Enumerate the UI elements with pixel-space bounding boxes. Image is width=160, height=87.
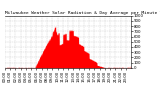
Text: Milwaukee Weather Solar Radiation & Day Average per Minute W/m² (Today): Milwaukee Weather Solar Radiation & Day … [5,11,160,15]
